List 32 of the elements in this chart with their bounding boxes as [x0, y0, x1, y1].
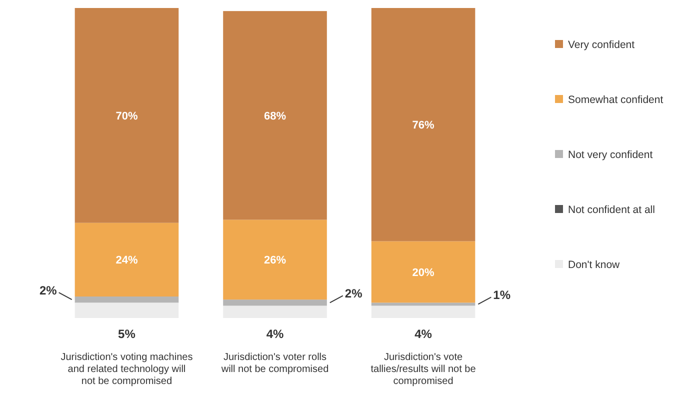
data-label: 24%	[116, 254, 138, 267]
data-label: 70%	[116, 110, 138, 122]
data-label: 2%	[344, 286, 363, 301]
data-label: 1%	[493, 288, 511, 302]
bar	[371, 306, 476, 318]
bar	[223, 220, 327, 300]
legend-label: Not very confident	[568, 149, 653, 161]
bar	[223, 306, 327, 318]
data-label: 68%	[264, 110, 286, 122]
data-label: 4%	[414, 327, 432, 341]
data-label: 26%	[264, 254, 286, 267]
x-tick-label: Jurisdiction's vote tallies/results will not be compromised	[370, 352, 476, 387]
data-label: 4%	[266, 327, 284, 341]
bar	[371, 302, 476, 306]
legend-label: Not confident at all	[568, 204, 655, 216]
bar	[74, 222, 179, 297]
data-label: 5%	[118, 327, 136, 341]
data-label: 2%	[39, 284, 58, 298]
legend-label: Somewhat confident	[568, 94, 664, 106]
data-label: 20%	[412, 266, 434, 279]
legend-label: Don't know	[568, 259, 620, 271]
bar	[223, 11, 327, 220]
x-tick-label: Jurisdiction's voter rolls will not be compromised	[220, 352, 329, 375]
x-tick-label: Jurisdiction's voting machines and related technology will not be compromised	[60, 352, 193, 387]
bar	[74, 302, 179, 318]
bar	[223, 300, 327, 306]
bar	[371, 8, 476, 242]
bar	[371, 241, 476, 303]
data-label: 76%	[412, 120, 434, 132]
bar	[74, 296, 179, 303]
legend-label: Very confident	[568, 39, 635, 51]
bar	[74, 8, 179, 223]
